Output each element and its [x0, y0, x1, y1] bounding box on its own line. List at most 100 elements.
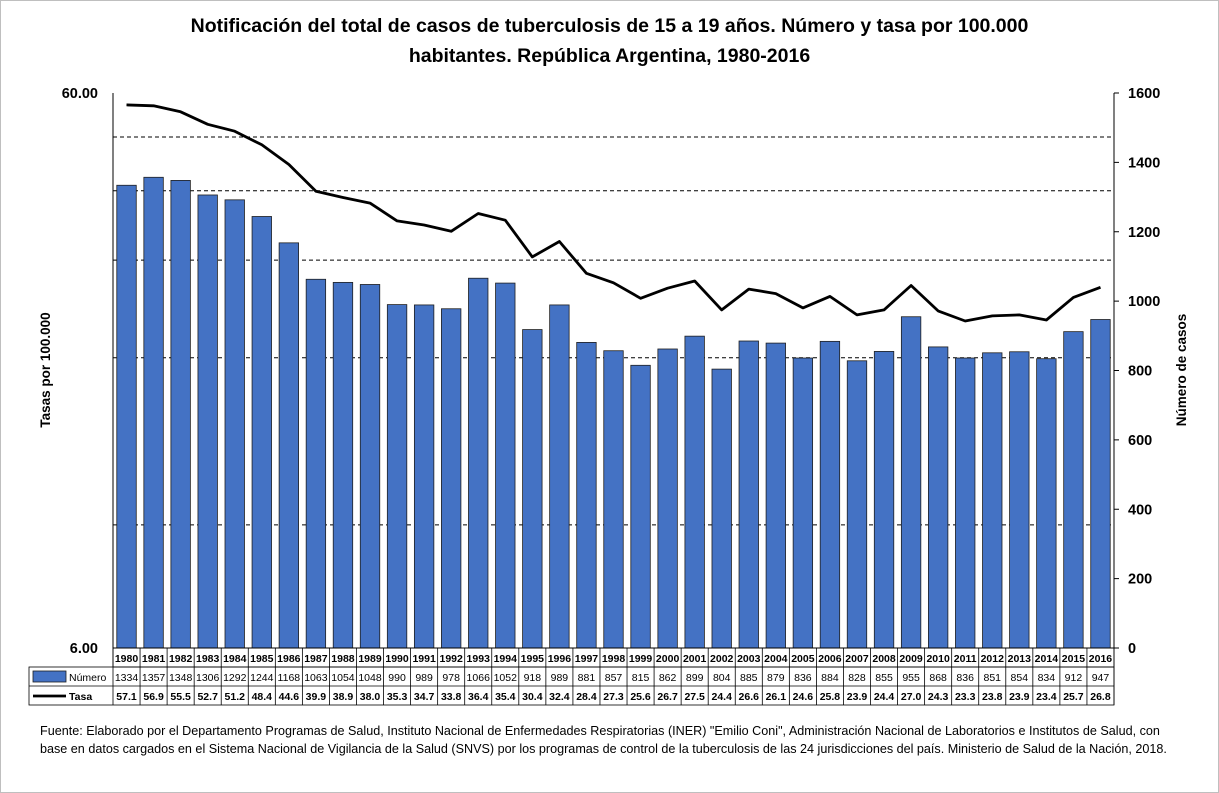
- data-label-numero-2000: 862: [659, 672, 677, 684]
- x-tick-label-2013: 2013: [1008, 653, 1032, 665]
- bar-2006: [819, 340, 841, 649]
- x-tick-label-1991: 1991: [412, 653, 436, 665]
- data-label-tasa-1999: 25.6: [630, 691, 651, 703]
- data-label-numero-1988: 1054: [331, 672, 355, 684]
- data-label-numero-2008: 855: [875, 672, 893, 684]
- bar-1998: [603, 350, 624, 649]
- y-right-tick-label: 200: [1128, 572, 1152, 588]
- data-label-numero-2007: 828: [848, 672, 866, 684]
- data-label-tasa-2003: 26.6: [739, 691, 760, 703]
- data-label-tasa-1980: 57.1: [116, 691, 137, 703]
- bar-1984: [224, 199, 245, 649]
- bar-2011: [955, 357, 976, 649]
- data-label-tasa-1984: 51.2: [225, 691, 246, 703]
- data-label-numero-1986: 1168: [278, 672, 301, 684]
- data-label-numero-2010: 868: [929, 672, 947, 684]
- data-label-numero-2005: 836: [794, 672, 812, 684]
- data-label-tasa-1994: 35.4: [495, 691, 516, 703]
- bar-2008: [873, 351, 895, 649]
- x-tick-label-2012: 2012: [981, 653, 1005, 665]
- data-label-tasa-2010: 24.3: [928, 691, 949, 703]
- data-label-numero-1998: 857: [605, 672, 623, 684]
- x-tick-label-2009: 2009: [899, 653, 923, 665]
- line-series: [126, 103, 1101, 323]
- bar-1988: [332, 281, 354, 649]
- data-label-tasa-2008: 24.4: [874, 691, 895, 703]
- chart-title-line-2: habitantes. República Argentina, 1980-20…: [408, 45, 811, 67]
- x-tick-label-2005: 2005: [791, 653, 815, 665]
- x-tick-label-1992: 1992: [439, 653, 463, 665]
- y-right-tick-label: 600: [1128, 433, 1152, 449]
- data-label-tasa-1983: 52.7: [197, 691, 218, 703]
- bar-2010: [928, 346, 949, 649]
- data-label-tasa-2011: 23.3: [955, 691, 976, 703]
- bar-2001: [684, 335, 705, 649]
- x-tick-label-1984: 1984: [223, 653, 247, 665]
- data-label-numero-1994: 1052: [494, 672, 518, 684]
- y-right-tick-label: 800: [1128, 364, 1152, 380]
- bar-1989: [359, 284, 381, 649]
- data-label-numero-2003: 885: [740, 672, 758, 684]
- data-label-tasa-2002: 24.4: [711, 691, 732, 703]
- data-label-tasa-2012: 23.8: [982, 691, 1003, 703]
- legend-label-numero: Número: [69, 672, 107, 684]
- y-right-tick-label: 0: [1128, 641, 1136, 657]
- source-note: Fuente: Elaborado por el Departamento Pr…: [40, 724, 1167, 756]
- y-right-tick-label: 1400: [1128, 155, 1160, 171]
- tick-labels: 0 200 400 600 800 1000 1200 1400 1600 60.00 6.00: [62, 86, 1161, 657]
- y-right-tick-label: 1200: [1128, 225, 1160, 241]
- bar-series: [116, 176, 1111, 649]
- data-label-tasa-2015: 25.7: [1063, 691, 1084, 703]
- data-label-tasa-1996: 32.4: [549, 691, 570, 703]
- data-label-numero-2004: 879: [767, 672, 785, 684]
- x-tick-label-2007: 2007: [845, 653, 869, 665]
- x-tick-label-1985: 1985: [250, 653, 274, 665]
- x-tick-label-2002: 2002: [710, 653, 734, 665]
- x-tick-label-1995: 1995: [521, 653, 545, 665]
- data-label-tasa-2013: 23.9: [1009, 691, 1030, 703]
- data-label-tasa-2000: 26.7: [657, 691, 678, 703]
- y-left-tick-label: 60.00: [62, 86, 98, 102]
- data-label-numero-1984: 1292: [223, 672, 247, 684]
- data-label-tasa-2009: 27.0: [901, 691, 922, 703]
- data-label-numero-2002: 804: [713, 672, 731, 684]
- data-label-numero-1999: 815: [632, 672, 650, 684]
- data-label-numero-1990: 990: [388, 672, 406, 684]
- data-label-numero-2001: 899: [686, 672, 704, 684]
- data-label-tasa-2007: 23.9: [847, 691, 868, 703]
- x-tick-label-1996: 1996: [548, 653, 572, 665]
- data-label-tasa-2001: 27.5: [684, 691, 705, 703]
- y-axis-right-label: Número de casos: [1174, 314, 1189, 427]
- bar-1996: [549, 304, 570, 649]
- data-label-numero-1980: 1334: [115, 672, 139, 684]
- y-right-tick-label: 1600: [1128, 86, 1160, 102]
- data-label-tasa-2004: 26.1: [766, 691, 787, 703]
- data-label-tasa-1982: 55.5: [170, 691, 191, 703]
- data-label-tasa-1993: 36.4: [468, 691, 489, 703]
- bar-2005: [792, 357, 814, 649]
- legend-label-tasa: Tasa: [69, 691, 92, 703]
- data-label-tasa-1987: 39.9: [306, 691, 327, 703]
- data-label-numero-2014: 834: [1038, 672, 1056, 684]
- data-label-tasa-1990: 35.3: [387, 691, 408, 703]
- data-label-numero-1987: 1063: [304, 672, 328, 684]
- bar-1992: [441, 308, 462, 649]
- data-label-tasa-1981: 56.9: [143, 691, 164, 703]
- data-label-tasa-2016: 26.8: [1090, 691, 1111, 703]
- data-label-tasa-1988: 38.9: [333, 691, 354, 703]
- y-left-tick-label: 6.00: [70, 641, 98, 657]
- bar-1993: [468, 277, 489, 649]
- bar-1995: [522, 329, 543, 649]
- x-tick-label-2000: 2000: [656, 653, 680, 665]
- chart-title-line-1: Notificación del total de casos de tuber…: [190, 15, 1029, 37]
- tasa-line: [126, 103, 1101, 323]
- y-right-tick-label: 400: [1128, 502, 1152, 518]
- bar-1997: [576, 342, 597, 649]
- data-label-numero-1985: 1244: [250, 672, 274, 684]
- data-label-numero-1996: 989: [551, 672, 569, 684]
- bar-2007: [846, 360, 868, 649]
- data-table: 1980 1334 57.1 1981 1357 56.9 1982 1348 55.5 1983…: [28, 647, 1115, 706]
- x-tick-label-2001: 2001: [683, 653, 707, 665]
- data-label-tasa-1991: 34.7: [414, 691, 435, 703]
- data-label-numero-2013: 854: [1011, 672, 1029, 684]
